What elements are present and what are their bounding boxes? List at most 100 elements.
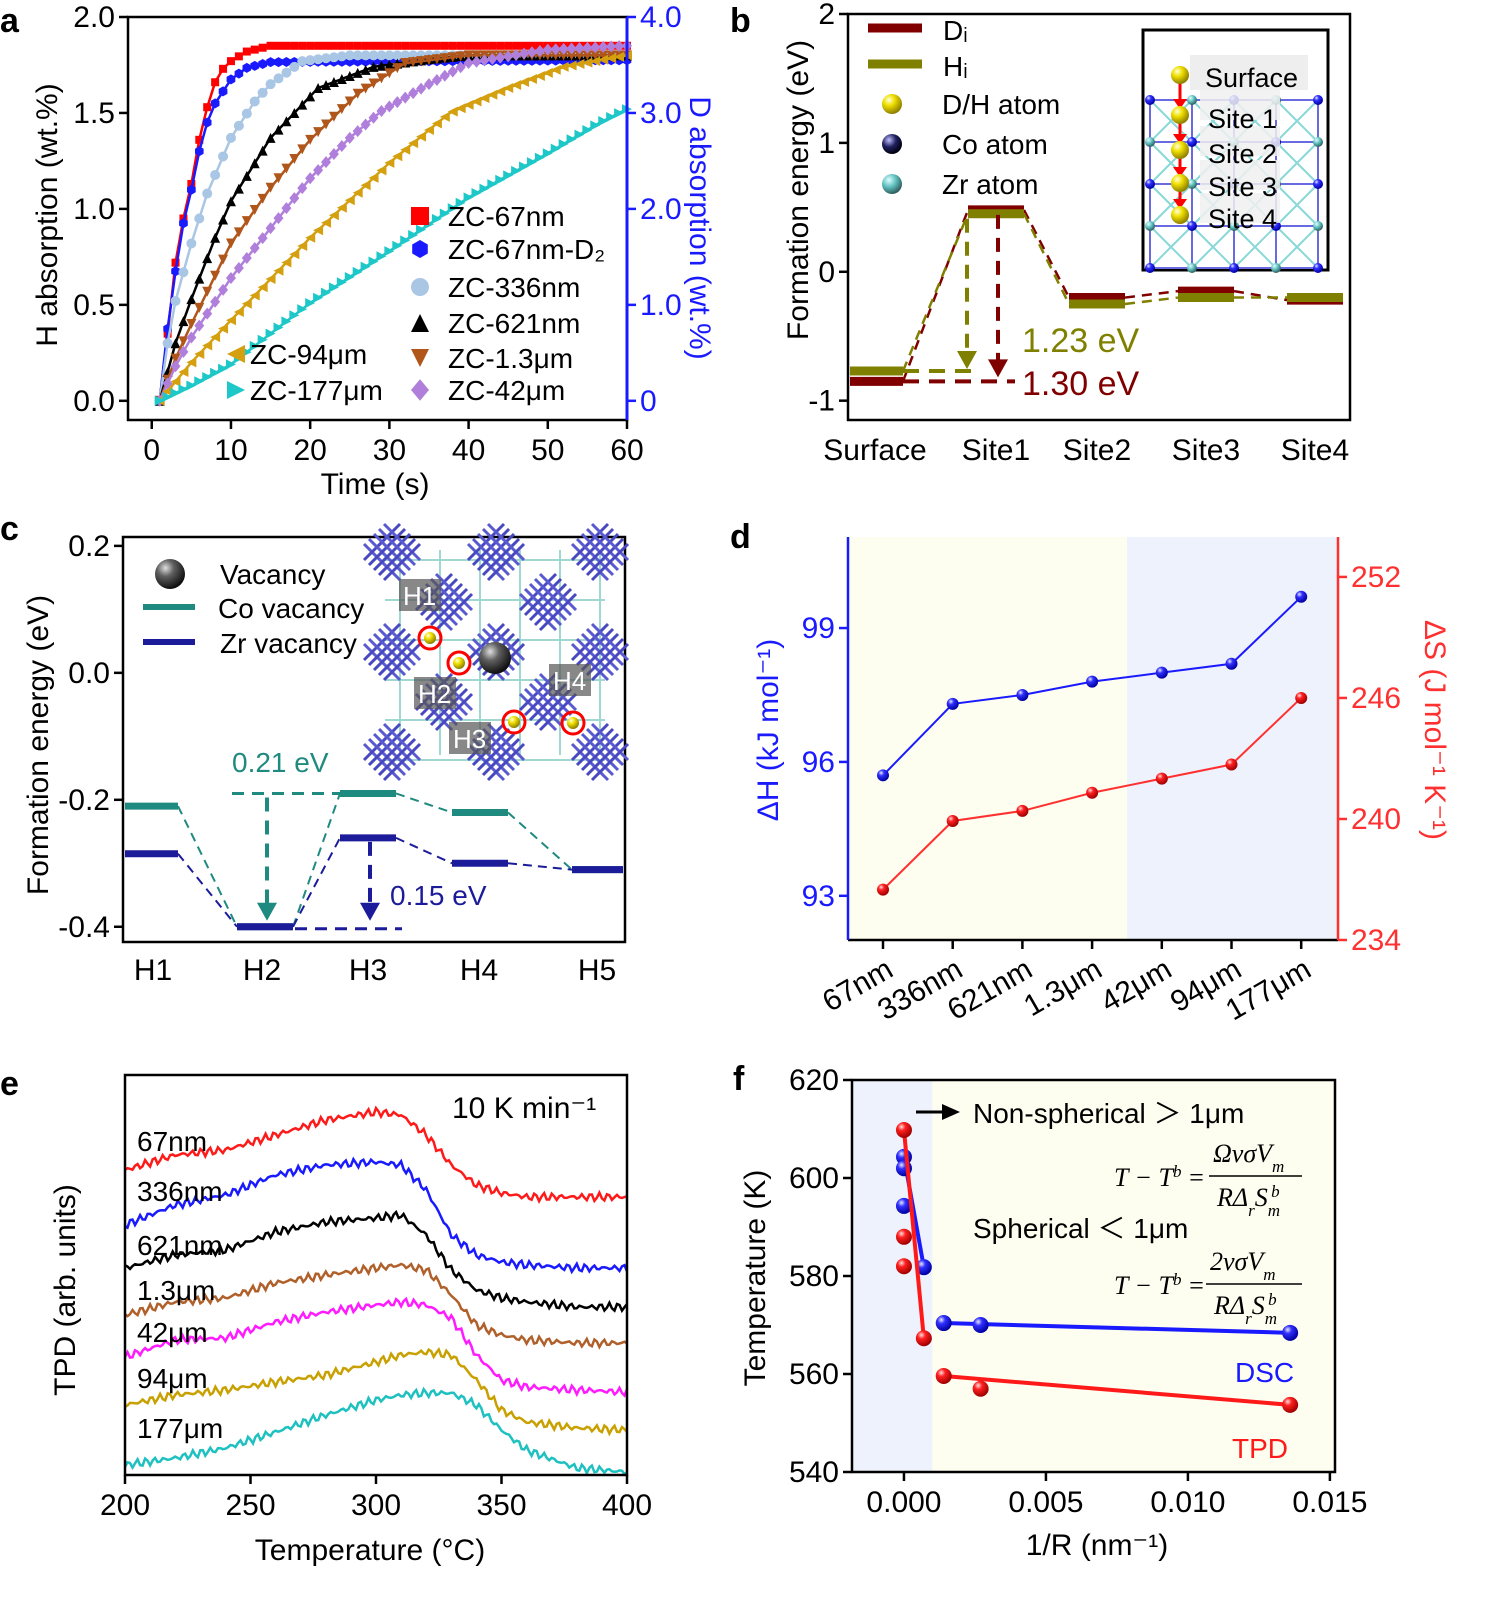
hexagon-marker xyxy=(250,60,260,71)
data-point xyxy=(1016,804,1029,817)
circle-marker xyxy=(328,52,339,63)
zr-cluster xyxy=(377,637,417,677)
triangle-right-marker xyxy=(455,197,466,208)
triangle-right-marker xyxy=(574,129,585,140)
triangle-down-marker xyxy=(241,216,252,227)
y-axis-label: Formation energy (eV) xyxy=(782,40,815,340)
data-point xyxy=(1155,772,1168,785)
legend-label: ZC-67nm-D₂ xyxy=(448,234,605,265)
label-bg xyxy=(1200,90,1280,120)
triangle-up-marker xyxy=(233,183,244,194)
triangle-right-marker xyxy=(170,388,181,399)
zr-cluster xyxy=(377,527,417,567)
triangle-right-marker xyxy=(606,112,617,123)
panel-e: 200 250 300 350 400 67nm 336nm 621nm 1.3μm 42μm 94… xyxy=(49,1073,652,1567)
curve-label: 67nm xyxy=(137,1126,207,1157)
triangle-left-marker xyxy=(257,282,268,293)
zr-cluster xyxy=(382,722,422,762)
diamond-marker xyxy=(431,73,442,86)
bond xyxy=(1149,99,1193,143)
y-tick-label: 99 xyxy=(802,612,835,645)
triangle-left-marker xyxy=(289,249,300,260)
triangle-left-marker xyxy=(400,144,411,155)
square-marker xyxy=(226,57,235,66)
triangle-up-marker xyxy=(281,116,292,127)
hexagon-marker xyxy=(210,98,220,109)
zr-cluster xyxy=(590,522,630,562)
zr-cluster xyxy=(585,727,625,767)
hexagon-marker xyxy=(266,57,275,68)
zr-cluster xyxy=(585,627,625,667)
triangle-right-marker xyxy=(328,282,339,293)
legend-label: Vacancy xyxy=(220,559,325,590)
data-point xyxy=(1086,786,1099,799)
diamond-marker xyxy=(376,105,387,118)
connector xyxy=(507,811,573,871)
eq-sub: m xyxy=(1263,1265,1275,1284)
triangle-up-marker xyxy=(202,253,213,264)
barrier-label-co: 0.21 eV xyxy=(232,747,329,778)
square-marker xyxy=(488,41,497,50)
region-large xyxy=(1127,537,1338,940)
circle-marker xyxy=(178,267,189,278)
triangle-right-marker xyxy=(249,340,260,351)
triangle-left-marker xyxy=(225,315,236,326)
triangle-down-marker xyxy=(471,50,482,61)
diamond-marker xyxy=(447,65,458,78)
square-marker xyxy=(250,45,259,54)
legend-item: ZC-42μm xyxy=(411,375,565,406)
data-point xyxy=(1086,675,1099,688)
inset-label: Surface xyxy=(1205,63,1298,93)
inset-label: H2 xyxy=(418,679,451,709)
square-marker xyxy=(322,41,331,50)
square-marker xyxy=(417,41,426,50)
data-point xyxy=(972,1317,989,1333)
y-tick-label: 0 xyxy=(640,385,657,418)
square-marker xyxy=(440,41,449,50)
triangle-right-marker xyxy=(376,251,387,262)
circle-marker xyxy=(289,61,300,72)
y-tick-label: 0.5 xyxy=(73,289,115,322)
data-point xyxy=(1295,691,1308,704)
triangle-down-marker xyxy=(289,154,300,165)
hydrogen-atom xyxy=(453,657,465,669)
y-tick-label: 252 xyxy=(1351,561,1401,594)
triangle-up-marker xyxy=(265,132,276,143)
tpd-curve-67nm xyxy=(124,1105,628,1205)
circle-marker xyxy=(257,87,268,98)
diamond-marker xyxy=(574,42,585,55)
triangle-down-marker xyxy=(408,57,419,68)
y-tick-label: 3.0 xyxy=(640,97,682,130)
lattice-atom xyxy=(1271,221,1281,231)
inset-label: H4 xyxy=(553,666,586,696)
triangle-left-marker xyxy=(249,290,260,301)
diamond-marker xyxy=(526,46,537,59)
site-highlight xyxy=(417,625,443,651)
y-tick-label: 580 xyxy=(789,1260,839,1293)
triangle-right-marker xyxy=(463,192,474,203)
zr-cluster xyxy=(481,737,521,777)
square-marker xyxy=(314,41,323,50)
zr-cluster xyxy=(382,742,422,782)
panel-label-a: a xyxy=(0,2,20,40)
legend-label: Dᵢ xyxy=(943,15,968,46)
y-tick-label: 240 xyxy=(1351,803,1401,836)
square-marker xyxy=(393,41,402,50)
triangle-left-marker xyxy=(479,93,490,104)
y-tick-label: 4.0 xyxy=(640,1,682,34)
triangle-right-marker xyxy=(305,297,316,308)
triangle-up-marker xyxy=(178,316,189,327)
legend-label: D/H atom xyxy=(942,89,1060,120)
triangle-right-marker xyxy=(487,179,498,190)
y-tick-label: 1.5 xyxy=(73,97,115,130)
y-tick-label: 1 xyxy=(818,127,835,160)
triangle-down-marker xyxy=(210,270,221,281)
diamond-marker xyxy=(328,148,339,161)
hexagon-marker xyxy=(202,117,212,128)
series-ZC-42μm xyxy=(154,39,632,407)
circle-marker xyxy=(376,50,387,61)
triangle-down-marker xyxy=(265,182,276,193)
zr-cluster xyxy=(377,727,417,767)
circle-marker xyxy=(321,53,332,64)
